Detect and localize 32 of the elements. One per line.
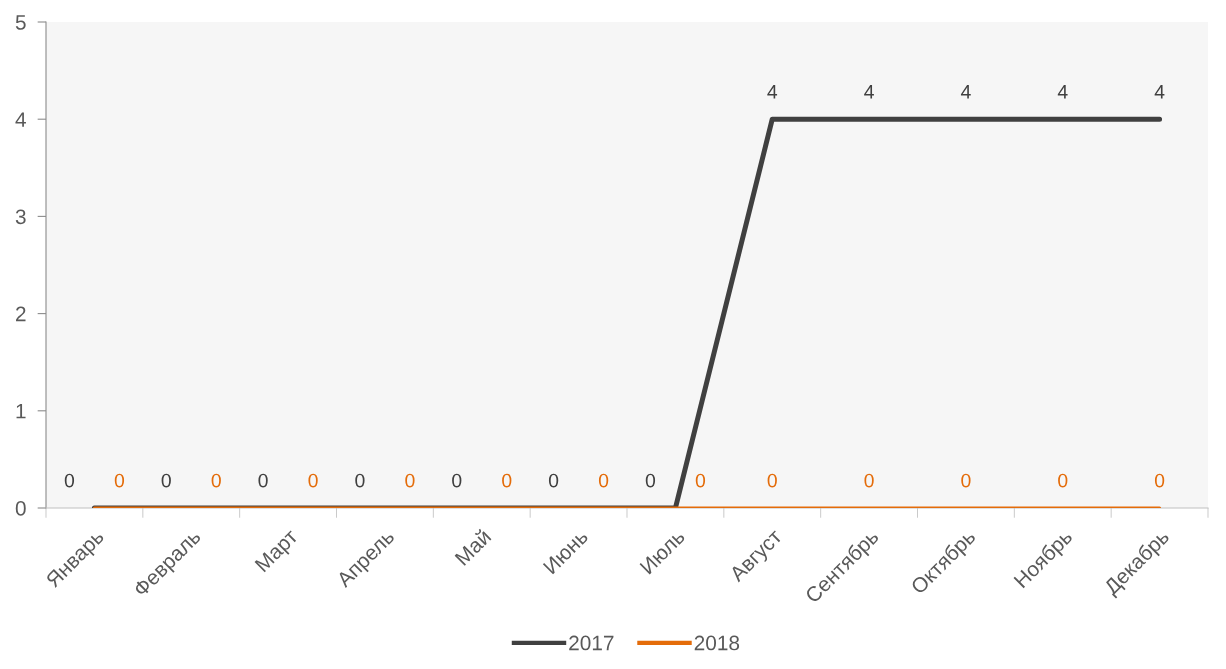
data-label: 0 (695, 473, 706, 488)
y-tick-label: 2 (16, 306, 26, 322)
data-label: 0 (211, 473, 221, 488)
data-label: 0 (1058, 473, 1068, 488)
data-label: 0 (1154, 473, 1165, 488)
data-label: 4 (864, 85, 874, 99)
data-label: 0 (405, 473, 415, 488)
legend-label: 2017 (569, 635, 614, 651)
data-label: 0 (452, 473, 462, 488)
data-label: 0 (64, 473, 75, 488)
data-label: 4 (960, 85, 971, 99)
data-label: 0 (767, 473, 777, 488)
y-tick-label: 0 (15, 501, 26, 516)
data-label: 0 (645, 473, 656, 488)
y-tick-label: 1 (16, 404, 26, 419)
data-label: 4 (767, 85, 778, 99)
y-tick-label: 3 (15, 209, 26, 225)
data-label: 4 (1154, 85, 1165, 99)
legend-label: 2018 (694, 635, 740, 651)
y-tick-label: 4 (15, 112, 26, 127)
data-label: 0 (864, 473, 874, 488)
data-label: 0 (502, 473, 512, 488)
data-label: 0 (114, 473, 125, 488)
data-label: 0 (258, 473, 268, 488)
data-label: 0 (548, 473, 559, 488)
data-label: 0 (598, 473, 609, 488)
y-tick-label: 5 (15, 15, 26, 30)
data-label: 0 (161, 473, 171, 488)
data-label: 0 (355, 473, 365, 488)
data-label: 4 (1057, 85, 1068, 99)
data-label: 0 (308, 473, 318, 488)
data-label: 0 (961, 473, 971, 488)
